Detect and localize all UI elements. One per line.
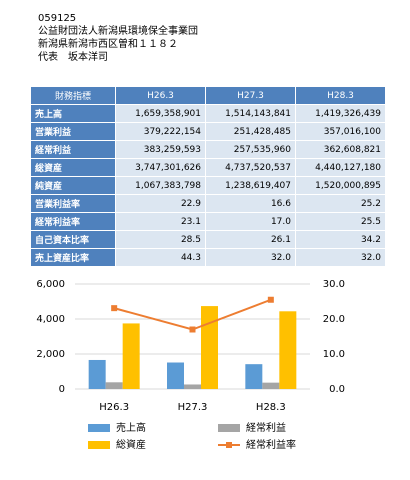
row-label: 純資産	[30, 176, 116, 195]
org-name: 公益財団法人新潟県環境保全事業団	[38, 26, 198, 37]
legend-label: 総資産	[116, 438, 146, 451]
marker	[189, 326, 196, 333]
legend-swatch	[88, 441, 110, 449]
bar	[262, 382, 280, 389]
bar	[184, 384, 201, 389]
x-tick-label: H27.3	[178, 402, 208, 413]
row: 経常利益率 23.1 17.0 25.5	[30, 212, 386, 231]
row-label: 売上高	[30, 104, 116, 123]
y2-tick-label: 0.0	[329, 384, 345, 395]
cell: 4,440,127,180	[295, 158, 386, 177]
x-tick-label: H26.3	[99, 402, 129, 413]
address: 新潟県新潟市西区曽和１１８２	[38, 39, 178, 50]
bar	[245, 364, 263, 389]
row-label: 営業利益	[30, 122, 116, 141]
cell: 44.3	[115, 248, 206, 267]
row: 自己資本比率 28.5 26.1 34.2	[30, 230, 386, 249]
row-label: 総資産	[30, 158, 116, 177]
y-tick-label: 4,000	[36, 314, 65, 325]
cell: 357,016,100	[295, 122, 386, 141]
cell: 34.2	[295, 230, 386, 249]
cell: 28.5	[115, 230, 206, 249]
y2-tick-label: 10.0	[323, 349, 345, 360]
legend-swatch	[218, 424, 240, 432]
cell: 25.2	[295, 194, 386, 213]
cell: 1,067,383,798	[115, 176, 206, 195]
legend-marker	[226, 442, 232, 448]
cell: 17.0	[205, 212, 296, 231]
cell: 251,428,485	[205, 122, 296, 141]
y-tick-label: 6,000	[36, 279, 65, 290]
header-cell: H27.3	[205, 86, 296, 105]
y2-tick-label: 30.0	[323, 279, 345, 290]
bar	[167, 362, 184, 389]
y-tick-label: 0	[59, 384, 65, 395]
row: 総資産 3,747,301,626 4,737,520,537 4,440,127,1…	[30, 158, 386, 177]
cell: 257,535,960	[205, 140, 296, 159]
x-tick-label: H28.3	[256, 402, 286, 413]
row-label: 営業利益率	[30, 194, 116, 213]
bar	[105, 382, 123, 389]
row-label: 経常利益	[30, 140, 116, 159]
row: 売上高 1,659,358,901 1,514,143,841 1,419,326,4…	[30, 104, 386, 123]
marker	[267, 296, 274, 303]
cell: 1,238,619,407	[205, 176, 296, 195]
cell: 362,608,821	[295, 140, 386, 159]
bar	[279, 311, 297, 389]
chart: 0 2,000 4,000 6,000 0.0 10.0 20.0 30.0 H26.3 H27.…	[36, 279, 345, 451]
cell: 1,419,326,439	[295, 104, 386, 123]
cell: 32.0	[295, 248, 386, 267]
row: 経常利益 383,259,593 257,535,960 362,608,821	[30, 140, 386, 159]
header: 059125 公益財団法人新潟県環境保全事業団 新潟県新潟市西区曽和１１８２ 代…	[38, 12, 198, 64]
cell: 26.1	[205, 230, 296, 249]
row: 営業利益率 22.9 16.6 25.2	[30, 194, 386, 213]
row: 純資産 1,067,383,798 1,238,619,407 1,520,000,8…	[30, 176, 386, 195]
cell: 22.9	[115, 194, 206, 213]
header-cell: H26.3	[115, 86, 206, 105]
cell: 1,514,143,841	[205, 104, 296, 123]
header-cell: H28.3	[295, 86, 386, 105]
cell: 4,737,520,537	[205, 158, 296, 177]
finance-table: 財務指標 H26.3 H27.3 H28.3 売上高 1,659,358,901 1,514…	[30, 86, 386, 267]
header-row: 財務指標 H26.3 H27.3 H28.3	[30, 86, 386, 105]
row-label: 売上資産比率	[30, 248, 116, 267]
bar	[201, 306, 218, 389]
row: 売上資産比率 44.3 32.0 32.0	[30, 248, 386, 267]
y-tick-label: 2,000	[36, 349, 65, 360]
cell: 383,259,593	[115, 140, 206, 159]
bar	[122, 323, 140, 389]
cell: 1,520,000,895	[295, 176, 386, 195]
y2-tick-label: 20.0	[323, 314, 345, 325]
cell: 3,747,301,626	[115, 158, 206, 177]
row-label: 経常利益率	[30, 212, 116, 231]
legend-label: 売上高	[116, 421, 146, 434]
legend-swatch	[88, 424, 110, 432]
cell: 23.1	[115, 212, 206, 231]
row: 営業利益 379,222,154 251,428,485 357,016,100	[30, 122, 386, 141]
legend-label: 経常利益	[246, 421, 286, 434]
cell: 25.5	[295, 212, 386, 231]
row-label: 自己資本比率	[30, 230, 116, 249]
cell: 32.0	[205, 248, 296, 267]
header-cell: 財務指標	[30, 86, 116, 105]
legend-label: 経常利益率	[246, 438, 296, 451]
code: 059125	[38, 13, 77, 24]
representative: 代表 坂本洋司	[38, 52, 108, 63]
cell: 1,659,358,901	[115, 104, 206, 123]
cell: 16.6	[205, 194, 296, 213]
marker	[111, 305, 118, 312]
bar	[88, 359, 106, 389]
cell: 379,222,154	[115, 122, 206, 141]
